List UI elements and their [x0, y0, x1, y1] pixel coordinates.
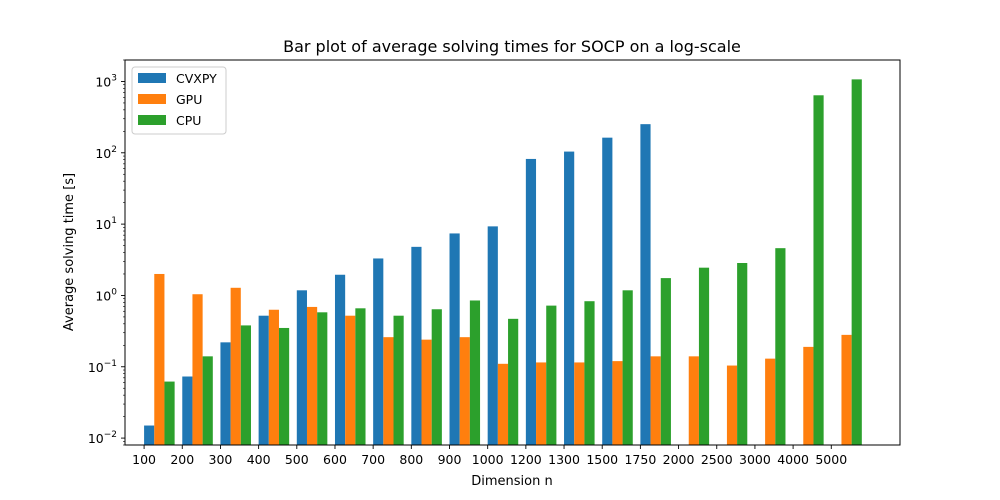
- legend: CVXPY GPU CPU: [131, 66, 227, 135]
- bar-gpu-1: [192, 294, 203, 445]
- bar-cvxpy-0: [144, 425, 155, 445]
- bar-gpu-15: [726, 365, 738, 445]
- x-tick-label: 800: [399, 452, 423, 467]
- x-tick-label: 300: [209, 452, 233, 467]
- legend-label-gpu: GPU: [176, 92, 202, 107]
- bar-cpu-14: [698, 267, 710, 445]
- bar-cpu-0: [164, 381, 175, 445]
- bar-cpu-13: [660, 278, 671, 445]
- x-tick-label: 2500: [701, 452, 733, 467]
- y-tick-label: 102: [95, 145, 117, 161]
- bar-cvxpy-10: [525, 158, 537, 445]
- bar-cvxpy-11: [564, 151, 575, 445]
- x-tick-label: 700: [361, 452, 385, 467]
- y-tick-label: 101: [95, 216, 117, 232]
- bar-gpu-14: [688, 356, 699, 445]
- legend-label-cpu: CPU: [176, 113, 201, 128]
- x-tick-label: 100: [132, 452, 156, 467]
- legend-swatch-gpu: [138, 94, 166, 104]
- bar-gpu-0: [154, 273, 165, 445]
- bar-gpu-9: [497, 363, 509, 445]
- bar-cpu-5: [355, 308, 366, 445]
- bar-gpu-2: [230, 287, 241, 445]
- bar-cpu-2: [240, 325, 251, 445]
- y-tick-label: 10−1: [88, 359, 117, 375]
- bar-cvxpy-2: [220, 342, 231, 445]
- x-tick-label: 600: [323, 452, 347, 467]
- bar-gpu-11: [574, 362, 585, 445]
- bar-cpu-11: [584, 301, 595, 445]
- y-tick-label: 10−2: [88, 430, 117, 446]
- bar-cvxpy-4: [296, 290, 307, 445]
- bar-gpu-8: [459, 337, 470, 445]
- x-axis-ticks: 100 200 300 400 500 600 700 800 900 1000 1200 1300 1…: [132, 445, 847, 467]
- bar-gpu-17: [803, 346, 814, 445]
- bar-cpu-6: [393, 315, 404, 445]
- bar-cvxpy-1: [182, 376, 193, 445]
- x-tick-label: 1500: [586, 452, 618, 467]
- bar-cvxpy-9: [487, 226, 498, 445]
- bar-cpu-8: [469, 300, 481, 445]
- legend-label-cvxpy: CVXPY: [176, 71, 217, 86]
- x-tick-label: 2000: [663, 452, 695, 467]
- bars-group: [144, 79, 862, 446]
- bar-cpu-17: [813, 95, 824, 445]
- bar-cvxpy-13: [640, 124, 651, 445]
- bar-gpu-13: [650, 356, 661, 445]
- bar-cvxpy-8: [449, 233, 460, 445]
- x-tick-label: 3000: [739, 452, 771, 467]
- bar-cpu-4: [317, 312, 328, 445]
- bar-cvxpy-7: [411, 246, 422, 445]
- bar-cpu-12: [622, 290, 633, 445]
- bar-cpu-18: [851, 79, 862, 446]
- bar-cpu-3: [278, 327, 290, 445]
- bar-gpu-4: [306, 306, 318, 445]
- x-tick-label: 500: [285, 452, 309, 467]
- bar-gpu-6: [383, 337, 394, 445]
- bar-gpu-10: [536, 362, 547, 445]
- chart-title: Bar plot of average solving times for SO…: [283, 37, 741, 56]
- x-tick-label: 1300: [548, 452, 580, 467]
- x-tick-label: 1200: [510, 452, 542, 467]
- bar-cpu-1: [202, 356, 213, 445]
- y-axis-ticks: 10−2 10−1 100 101 102 103: [88, 59, 125, 446]
- bar-gpu-7: [421, 339, 432, 445]
- bar-gpu-5: [345, 315, 356, 445]
- y-tick-label: 103: [95, 73, 117, 89]
- x-axis-label: Dimension n: [471, 474, 552, 489]
- y-axis-label: Average solving time [s]: [62, 173, 77, 331]
- bar-cpu-10: [546, 305, 557, 445]
- bar-cvxpy-5: [334, 274, 346, 445]
- bar-cpu-9: [508, 318, 519, 445]
- bar-cpu-15: [737, 263, 748, 445]
- x-tick-label: 5000: [815, 452, 847, 467]
- x-tick-label: 1750: [624, 452, 656, 467]
- bar-cpu-16: [775, 248, 786, 445]
- x-tick-label: 400: [247, 452, 271, 467]
- x-tick-label: 1000: [472, 452, 504, 467]
- bar-gpu-3: [268, 309, 279, 445]
- legend-swatch-cvxpy: [138, 73, 166, 83]
- bar-gpu-16: [765, 358, 776, 445]
- legend-swatch-cpu: [138, 115, 166, 125]
- bar-cvxpy-6: [373, 258, 384, 445]
- x-tick-label: 4000: [777, 452, 809, 467]
- y-tick-label: 100: [95, 287, 117, 303]
- bar-cvxpy-12: [602, 137, 613, 445]
- bar-cpu-7: [431, 309, 442, 445]
- bar-cvxpy-3: [258, 315, 269, 445]
- bar-gpu-18: [841, 334, 852, 445]
- x-tick-label: 900: [438, 452, 462, 467]
- x-tick-label: 200: [170, 452, 194, 467]
- bar-gpu-12: [612, 361, 623, 445]
